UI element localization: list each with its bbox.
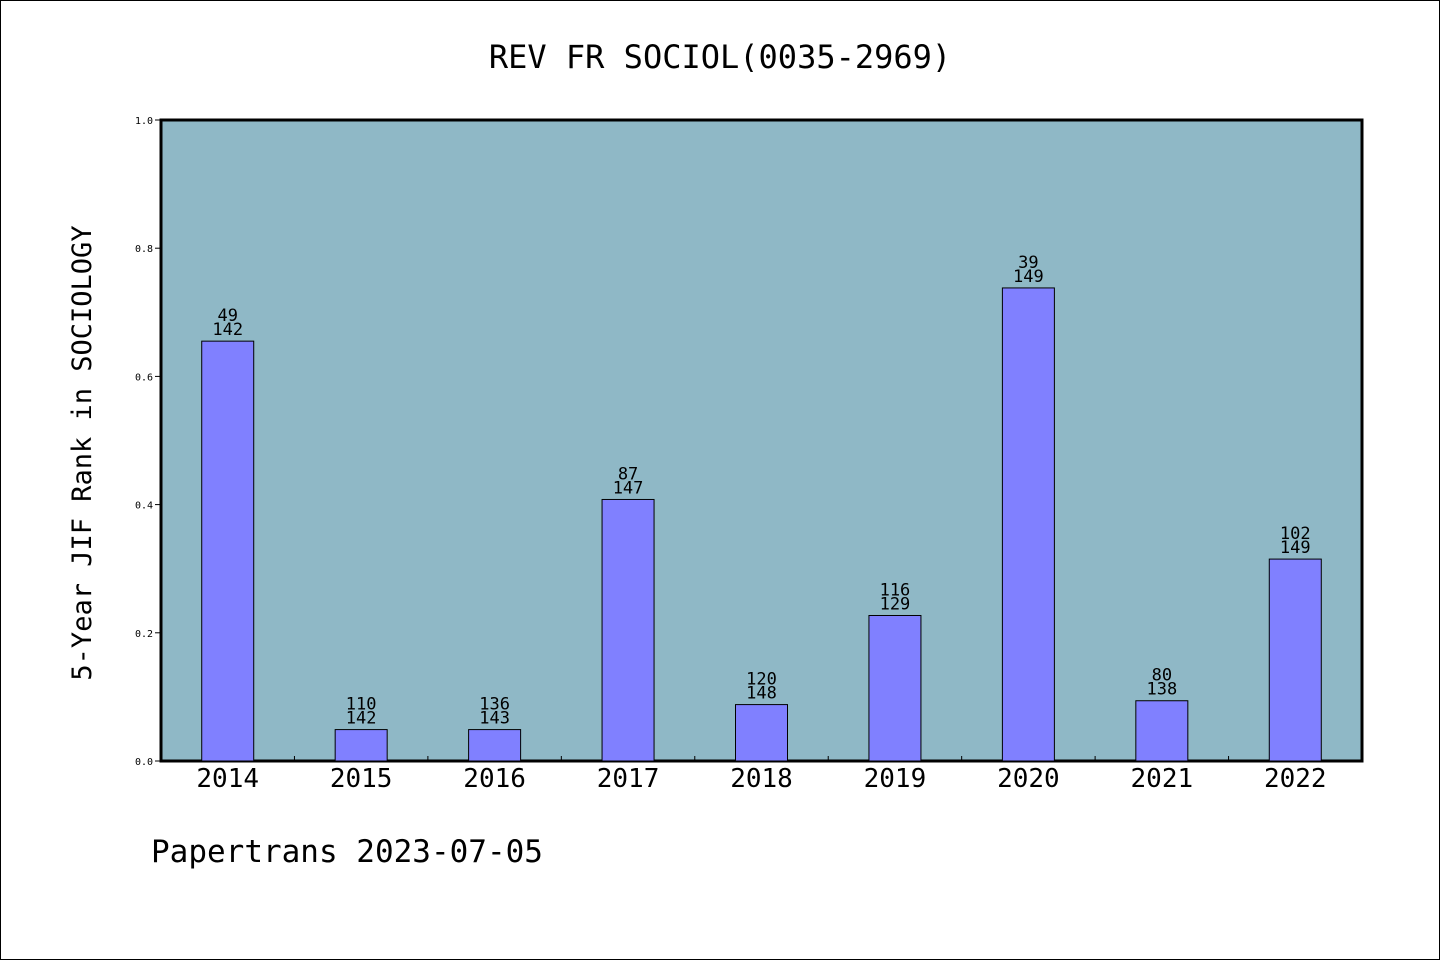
y-tick-label: 0.8 bbox=[135, 244, 153, 255]
y-tick-label: 0.0 bbox=[135, 757, 153, 768]
x-tick-label: 2021 bbox=[1131, 764, 1194, 794]
plot-area bbox=[159, 118, 1364, 763]
bar-2020 bbox=[1001, 287, 1055, 762]
bar-label-rank: 110 bbox=[346, 695, 377, 715]
bar-label-rank: 87 bbox=[618, 464, 638, 484]
bar-2014 bbox=[201, 340, 255, 762]
x-tick-label: 2015 bbox=[330, 764, 393, 794]
bar-label-rank: 49 bbox=[217, 306, 237, 326]
x-tick-label: 2020 bbox=[997, 764, 1060, 794]
bar-label-total: 147 bbox=[613, 478, 644, 498]
x-tick-label: 2016 bbox=[463, 764, 526, 794]
bar-label-rank: 136 bbox=[479, 695, 510, 715]
bar-2021 bbox=[1135, 700, 1189, 762]
y-tick-label: 1.0 bbox=[135, 116, 153, 127]
x-tick-label: 2022 bbox=[1264, 764, 1327, 794]
x-tick-label: 2014 bbox=[196, 764, 259, 794]
chart-marks: 0.00.20.40.60.81.04914220141101422015136… bbox=[135, 116, 1327, 794]
bar-label-total: 138 bbox=[1146, 680, 1177, 700]
bar-label-total: 129 bbox=[880, 594, 911, 614]
bar-2017 bbox=[601, 498, 655, 762]
bar-label-rank: 102 bbox=[1280, 524, 1311, 544]
x-tick-label: 2018 bbox=[730, 764, 793, 794]
x-tick-label: 2017 bbox=[597, 764, 660, 794]
bar-label-rank: 80 bbox=[1152, 666, 1172, 686]
y-tick-label: 0.4 bbox=[135, 501, 153, 512]
y-tick-label: 0.6 bbox=[135, 372, 153, 383]
bar-label-rank: 39 bbox=[1018, 253, 1038, 273]
bar-label-total: 143 bbox=[479, 709, 510, 729]
bar-label-total: 142 bbox=[346, 709, 377, 729]
bar-2019 bbox=[868, 614, 922, 762]
bar-label-rank: 116 bbox=[880, 580, 911, 600]
footer-credit: Papertrans 2023-07-05 bbox=[151, 834, 543, 870]
bar-label-total: 149 bbox=[1280, 538, 1311, 558]
bar-label-total: 149 bbox=[1013, 267, 1044, 287]
bar-2018 bbox=[735, 704, 788, 762]
bar-label-total: 142 bbox=[212, 320, 243, 340]
bar-2022 bbox=[1268, 558, 1322, 762]
bar-label-rank: 120 bbox=[746, 670, 777, 690]
y-axis-label: 5-Year JIF Rank in SOCIOLOGY bbox=[67, 225, 98, 680]
x-tick-label: 2019 bbox=[864, 764, 927, 794]
bar-2016 bbox=[468, 729, 522, 762]
bar-2015 bbox=[334, 729, 388, 762]
chart-title: REV FR SOCIOL(0035-2969) bbox=[489, 38, 951, 76]
y-tick-label: 0.2 bbox=[135, 629, 153, 640]
bar-label-total: 148 bbox=[746, 684, 777, 704]
